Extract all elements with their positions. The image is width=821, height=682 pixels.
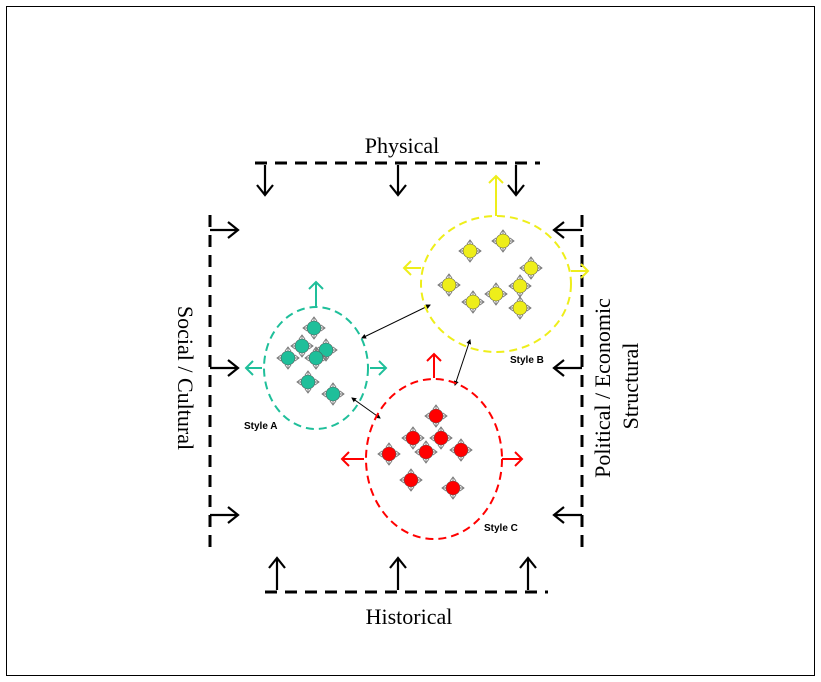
label-style-b: Style B bbox=[510, 355, 544, 366]
cluster-c-agent-1 bbox=[424, 404, 448, 428]
cluster-c-dot bbox=[405, 430, 421, 446]
cluster-a-boundary bbox=[263, 306, 369, 430]
cluster-b-dot bbox=[523, 260, 539, 276]
cluster-c-agent-7 bbox=[399, 468, 423, 492]
left-arrow-1 bbox=[210, 221, 240, 239]
cluster-b-agent-8 bbox=[508, 274, 532, 298]
cluster-b-outward-arrow-3 bbox=[571, 263, 590, 279]
cluster-a-agent-3 bbox=[314, 338, 338, 362]
label-political-economic: Political / Economic bbox=[590, 298, 615, 478]
connector-b-c bbox=[453, 339, 472, 386]
cluster-a-agent-6 bbox=[296, 370, 320, 394]
cluster-connectors bbox=[351, 304, 472, 419]
cluster-a-agent-2 bbox=[290, 334, 314, 358]
connector-a-b bbox=[361, 304, 431, 339]
cluster-b-outward-arrow-1 bbox=[488, 174, 504, 216]
bottom-arrow-2 bbox=[389, 556, 407, 590]
cluster-c-dot bbox=[403, 472, 419, 488]
cluster-b-dot bbox=[441, 277, 457, 293]
cluster-b-agent-3 bbox=[519, 256, 543, 280]
cluster-c-dot bbox=[445, 480, 461, 496]
right-arrow-2 bbox=[552, 359, 582, 377]
cluster-c-outward-arrow-3 bbox=[502, 451, 524, 467]
cluster-b-agent-7 bbox=[508, 296, 532, 320]
boundary-lines bbox=[208, 161, 584, 594]
top-arrow-1 bbox=[256, 165, 274, 197]
cluster-b-agent-5 bbox=[484, 282, 508, 306]
cluster-a-dot bbox=[294, 338, 310, 354]
cluster-a-dot bbox=[280, 350, 296, 366]
label-historical: Historical bbox=[366, 604, 453, 629]
cluster-a-agent-1 bbox=[302, 316, 326, 340]
cluster-a-agent-4 bbox=[276, 346, 300, 370]
cluster-c-dot bbox=[433, 430, 449, 446]
label-style-c: Style C bbox=[484, 523, 518, 534]
cluster-b-dot bbox=[512, 278, 528, 294]
force-arrows bbox=[210, 165, 582, 590]
cluster-b-dot bbox=[512, 300, 528, 316]
cluster-a-agent-7 bbox=[321, 382, 345, 406]
left-arrow-3 bbox=[210, 506, 240, 524]
cluster-style-c bbox=[340, 352, 524, 540]
cluster-style-a bbox=[244, 280, 388, 430]
label-style-a: Style A bbox=[244, 421, 278, 432]
cluster-c-dot bbox=[453, 442, 469, 458]
cluster-b-agent-2 bbox=[458, 239, 482, 263]
cluster-a-dot bbox=[306, 320, 322, 336]
cluster-c-dot bbox=[428, 408, 444, 424]
cluster-a-agent-5 bbox=[304, 346, 328, 370]
diagram-frame bbox=[6, 6, 815, 676]
cluster-b-dot bbox=[488, 286, 504, 302]
cluster-a-dot bbox=[308, 350, 324, 366]
cluster-a-outward-arrow-3 bbox=[370, 360, 388, 376]
cluster-b-agent-6 bbox=[461, 290, 485, 314]
bottom-arrow-1 bbox=[268, 556, 286, 590]
cluster-b-dot bbox=[462, 243, 478, 259]
top-arrow-2 bbox=[389, 165, 407, 197]
cluster-b-boundary bbox=[420, 215, 572, 353]
right-arrow-1 bbox=[552, 221, 582, 239]
cluster-c-agent-8 bbox=[441, 476, 465, 500]
connector-a-c bbox=[351, 397, 381, 419]
cluster-c-agent-5 bbox=[414, 440, 438, 464]
cluster-c-outward-arrow-2 bbox=[340, 451, 364, 467]
label-social-cultural: Social / Cultural bbox=[173, 306, 198, 450]
cluster-c-agent-3 bbox=[429, 426, 453, 450]
cluster-c-dot bbox=[381, 446, 397, 462]
cluster-style-b bbox=[402, 174, 590, 353]
bottom-arrow-3 bbox=[519, 556, 537, 590]
cluster-b-agent-1 bbox=[491, 229, 515, 253]
cluster-a-dot bbox=[300, 374, 316, 390]
right-arrow-3 bbox=[552, 506, 582, 524]
cluster-c-agent-4 bbox=[377, 442, 401, 466]
cluster-b-dot bbox=[495, 233, 511, 249]
cluster-a-outward-arrow-2 bbox=[244, 360, 262, 376]
cluster-b-agent-4 bbox=[437, 273, 461, 297]
cluster-c-outward-arrow-1 bbox=[426, 352, 442, 378]
top-arrow-3 bbox=[507, 165, 525, 197]
label-physical: Physical bbox=[365, 133, 440, 158]
cluster-b-dot bbox=[465, 294, 481, 310]
cluster-a-outward-arrow-1 bbox=[308, 280, 324, 306]
label-structural: Structural bbox=[618, 343, 643, 430]
cluster-c-agent-2 bbox=[401, 426, 425, 450]
left-arrow-2 bbox=[210, 359, 240, 377]
cluster-c-dot bbox=[418, 444, 434, 460]
cluster-c-agent-6 bbox=[449, 438, 473, 462]
cluster-b-outward-arrow-2 bbox=[402, 260, 421, 276]
cluster-a-dot bbox=[325, 386, 341, 402]
